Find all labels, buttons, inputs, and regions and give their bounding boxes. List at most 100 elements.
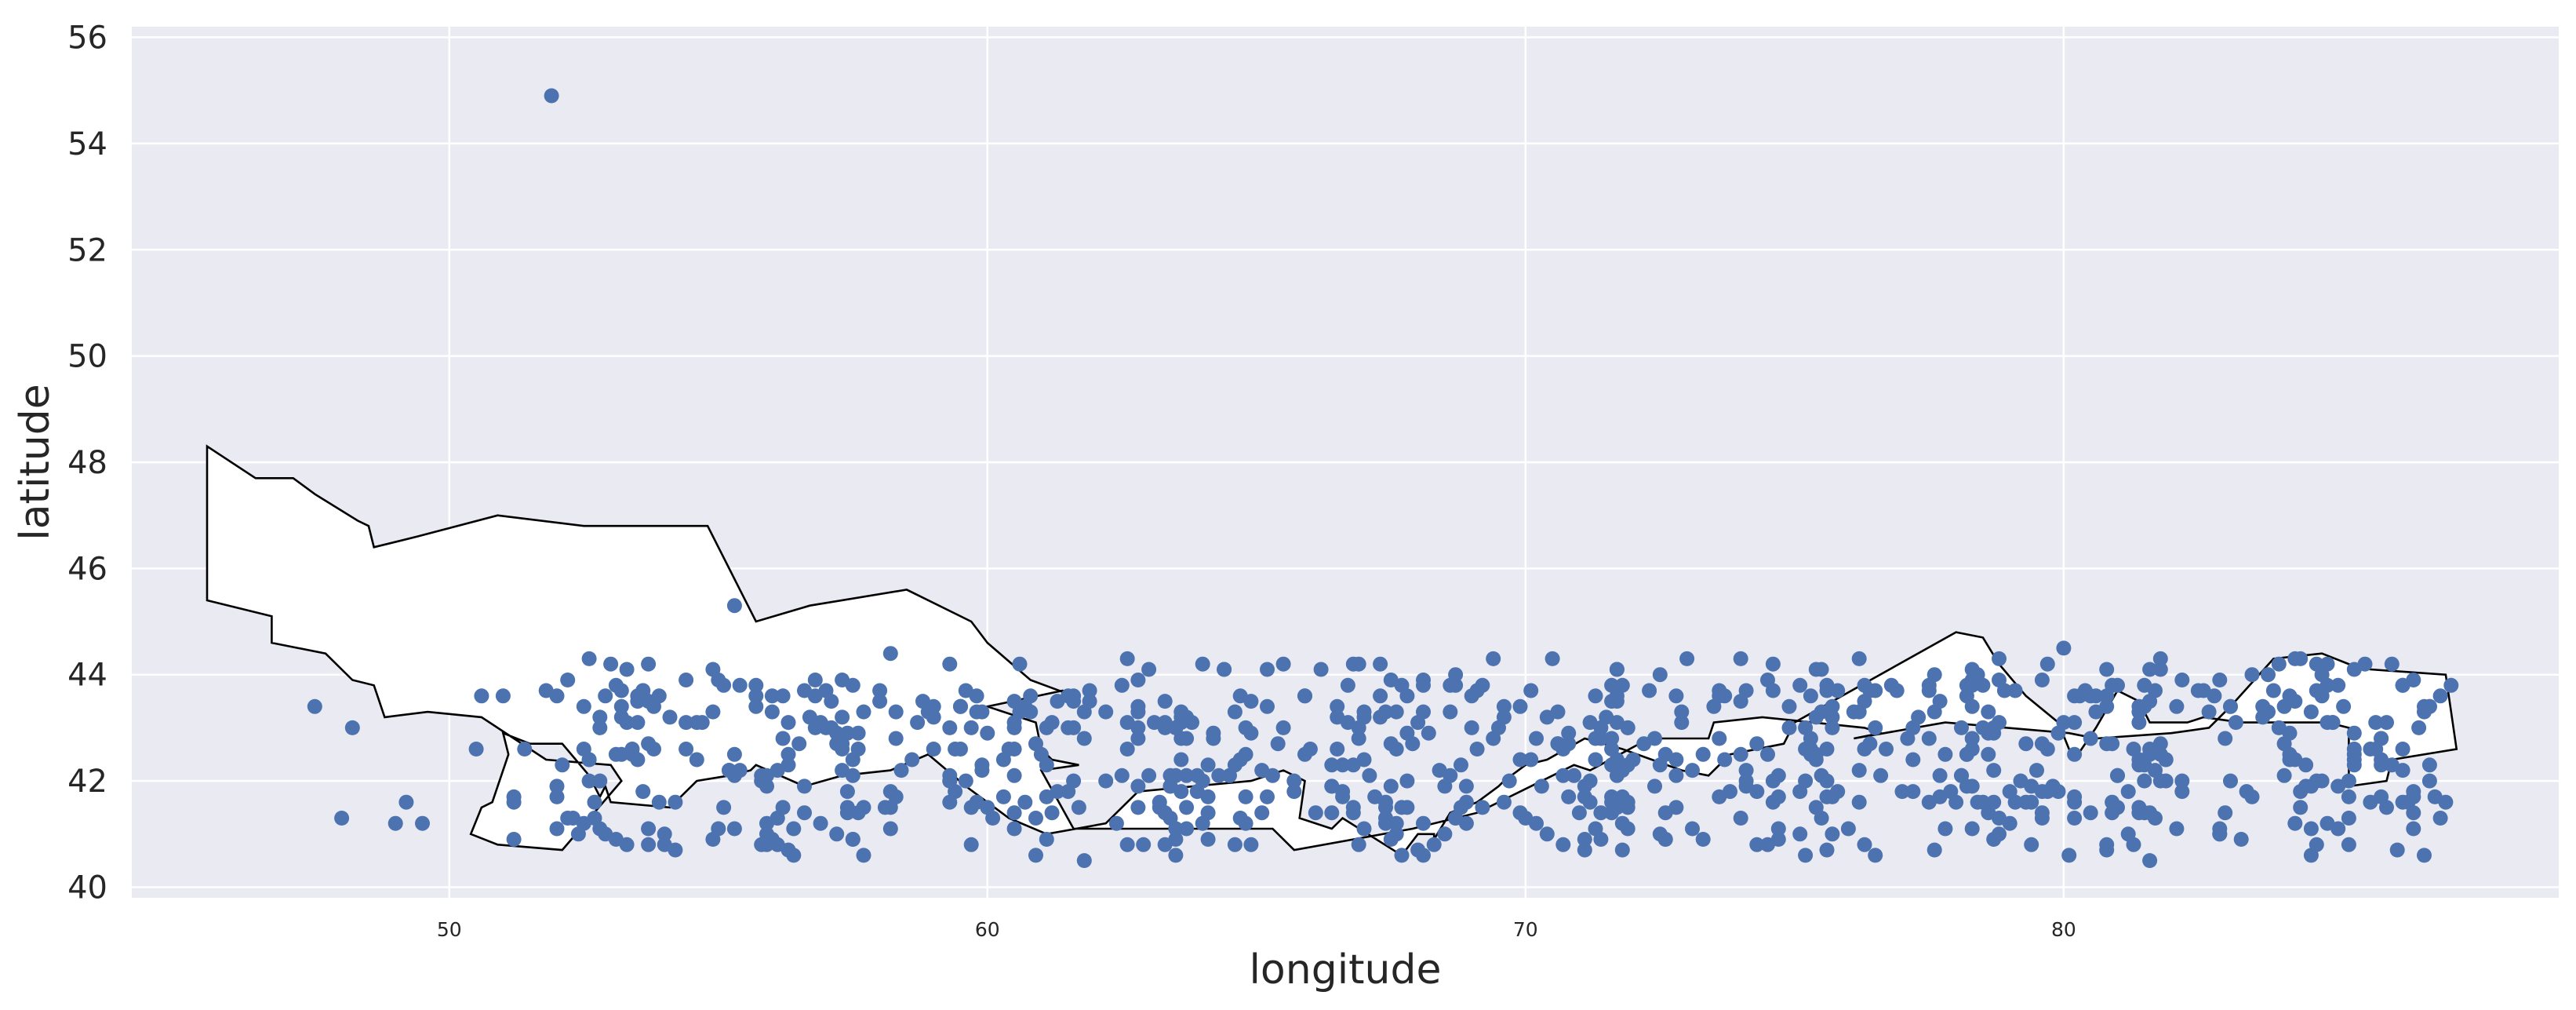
data-point — [1765, 683, 1781, 698]
data-point — [1738, 763, 1754, 778]
data-point — [1141, 768, 1157, 783]
data-point — [2406, 821, 2421, 837]
data-point — [2067, 746, 2083, 762]
data-point — [856, 848, 871, 863]
data-point — [775, 731, 791, 746]
data-point — [1604, 731, 1620, 746]
data-point — [566, 811, 580, 826]
data-point — [2330, 778, 2346, 794]
y-tick-label: 46 — [67, 551, 107, 587]
data-point — [1399, 688, 1415, 704]
data-point — [1857, 677, 1872, 693]
data-point — [560, 673, 576, 687]
data-point — [1275, 720, 1291, 735]
data-point — [1992, 715, 2007, 731]
data-point — [732, 763, 748, 778]
data-point — [1620, 800, 1635, 815]
data-point — [1749, 837, 1765, 852]
data-point — [1927, 842, 1942, 858]
data-point — [1770, 832, 1786, 847]
data-point — [662, 709, 678, 725]
data-point — [716, 677, 732, 693]
data-point — [581, 752, 597, 768]
data-point — [1723, 784, 1737, 800]
data-point — [1162, 778, 1178, 794]
data-point — [1905, 784, 1921, 800]
data-point — [1523, 752, 1539, 768]
data-point — [1061, 720, 1076, 735]
data-point — [2432, 811, 2448, 826]
y-tick-label: 42 — [67, 764, 107, 800]
data-point — [1227, 757, 1243, 773]
data-point — [2427, 789, 2443, 804]
data-point — [2293, 651, 2309, 666]
data-point — [1846, 704, 1861, 720]
data-point — [1577, 778, 1592, 794]
data-point — [581, 651, 597, 666]
data-point — [1227, 704, 1243, 720]
data-point — [598, 688, 613, 704]
data-point — [974, 704, 990, 720]
data-point — [1932, 694, 1948, 709]
data-point — [2255, 709, 2271, 725]
data-point — [549, 688, 565, 704]
data-point — [1738, 683, 1754, 698]
data-point — [1840, 821, 1856, 837]
data-point — [1475, 677, 1490, 693]
data-point — [2330, 821, 2346, 837]
data-point — [2239, 784, 2254, 800]
data-point — [1550, 736, 1566, 752]
data-point — [1130, 800, 1146, 815]
data-point — [1825, 826, 1840, 842]
data-point — [2309, 837, 2324, 852]
data-point — [1399, 773, 1415, 789]
data-point — [839, 800, 855, 815]
data-point — [1523, 683, 1539, 698]
data-point — [726, 746, 742, 762]
data-point — [786, 848, 802, 863]
data-point — [926, 742, 941, 757]
data-point — [2018, 736, 2034, 752]
data-point — [495, 688, 511, 704]
data-point — [711, 821, 726, 837]
data-point — [872, 694, 888, 709]
data-point — [2152, 773, 2168, 789]
data-point — [581, 773, 597, 789]
data-point — [641, 837, 657, 852]
data-point — [2395, 742, 2410, 757]
data-point — [1351, 731, 1366, 746]
data-point — [1260, 698, 1275, 714]
data-point — [1416, 704, 1431, 720]
data-point — [1857, 837, 1872, 852]
data-point — [726, 821, 742, 837]
data-point — [1324, 757, 1340, 773]
data-point — [1179, 709, 1195, 725]
data-point — [980, 725, 995, 741]
data-point — [1141, 662, 1157, 677]
data-point — [679, 673, 694, 687]
data-point — [398, 794, 414, 810]
data-point — [387, 815, 403, 831]
data-point — [2110, 768, 2125, 783]
data-point — [835, 763, 850, 778]
data-point — [603, 656, 619, 672]
data-point — [1733, 746, 1748, 762]
data-point — [969, 688, 984, 704]
data-point — [1959, 688, 1974, 704]
data-point — [1437, 826, 1453, 842]
data-point — [1330, 742, 1345, 757]
data-point — [1545, 651, 1560, 666]
data-point — [2110, 800, 2125, 815]
data-point — [1798, 720, 1814, 735]
data-point — [2137, 773, 2152, 789]
data-point — [2131, 715, 2147, 731]
data-point — [1469, 742, 1485, 757]
data-point — [1330, 709, 1345, 725]
data-point — [1981, 746, 1996, 762]
data-point — [2417, 848, 2432, 863]
data-point — [1028, 736, 1043, 752]
data-point — [1383, 832, 1399, 847]
data-point — [2287, 694, 2303, 709]
data-point — [1200, 832, 1216, 847]
data-point — [1114, 677, 1130, 693]
